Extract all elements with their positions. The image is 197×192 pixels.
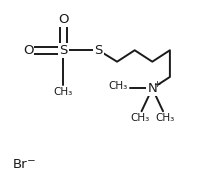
Text: CH₃: CH₃ xyxy=(130,113,149,123)
Text: CH₃: CH₃ xyxy=(155,113,175,123)
Text: CH₃: CH₃ xyxy=(109,81,128,91)
Text: N: N xyxy=(147,82,157,95)
Text: CH₃: CH₃ xyxy=(54,87,73,97)
Text: O: O xyxy=(58,13,69,26)
Text: O: O xyxy=(23,44,33,57)
Text: Br: Br xyxy=(13,158,28,171)
Text: −: − xyxy=(27,156,35,166)
Text: S: S xyxy=(59,44,68,57)
Text: +: + xyxy=(153,80,161,89)
Text: S: S xyxy=(94,44,103,57)
